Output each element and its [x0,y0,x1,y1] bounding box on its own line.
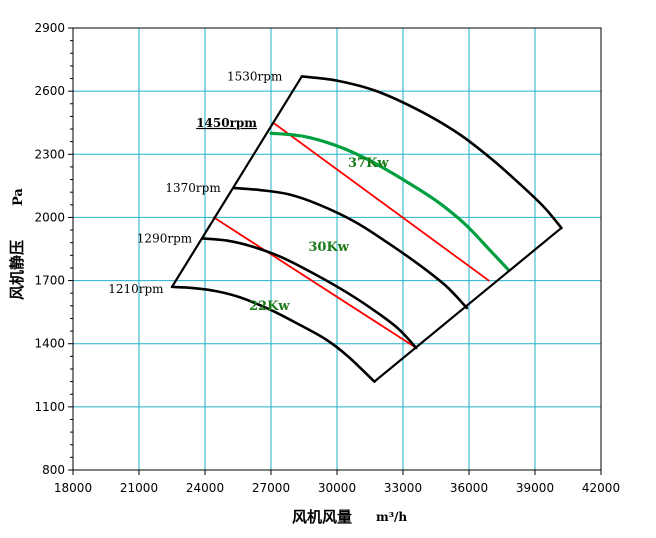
y-tick-label: 2600 [34,84,65,98]
x-tick-label: 39000 [516,481,554,495]
y-axis-unit: Pa [11,188,26,206]
curve-layer [170,75,563,383]
boundary-right [373,227,563,383]
power-label-30kw: 30Kw [308,240,349,255]
boundary-left [171,75,303,288]
x-axis-unit: m³/h [376,510,407,524]
rpm-curve-1370rpm [232,186,469,310]
x-tick-label: 27000 [252,481,290,495]
x-tick-label: 33000 [384,481,422,495]
rpm-label-1290rpm: 1290rpm [137,232,193,246]
rpm-label-1210rpm: 1210rpm [108,282,164,296]
y-tick-label: 1700 [34,274,65,288]
axis-layer: 18000 21000 24000 27000 30000 33000 36000 39000… [34,21,620,495]
x-tick-label: 24000 [186,481,224,495]
rpm-label-1530rpm: 1530rpm [227,70,283,84]
y-tick-label: 2000 [34,210,65,224]
y-tick-label: 1400 [34,337,65,351]
rpm-curve-1210rpm [170,285,376,383]
power-line-30kw [272,121,490,282]
x-tick-label: 21000 [120,481,158,495]
y-axis-title: 风机静压 [8,240,26,300]
power-label-22kw: 22Kw [249,299,290,314]
x-tick-label: 36000 [450,481,488,495]
grid-layer [73,28,601,470]
x-tick-label: 30000 [318,481,356,495]
x-tick-label: 42000 [582,481,620,495]
y-tick-label: 2900 [34,21,65,35]
rpm-label-1370rpm: 1370rpm [165,181,221,195]
label-layer: 1210rpm 1290rpm 1370rpm 1450rpm 1530rpm 22Kw 3… [108,70,389,314]
y-tick-label: 2300 [34,147,65,161]
power-line-22kw [212,216,418,349]
power-label-37kw: 37Kw [348,156,389,171]
x-tick-label: 18000 [54,481,92,495]
x-axis-title: 风机风量 [292,508,352,526]
y-tick-label: 800 [42,463,65,477]
rpm-curve-1530rpm [300,75,563,230]
rpm-curve-1290rpm [201,237,418,350]
y-tick-label: 1100 [34,400,65,414]
power-line-37kw [269,131,511,272]
rpm-label-1450rpm: 1450rpm [196,116,257,130]
